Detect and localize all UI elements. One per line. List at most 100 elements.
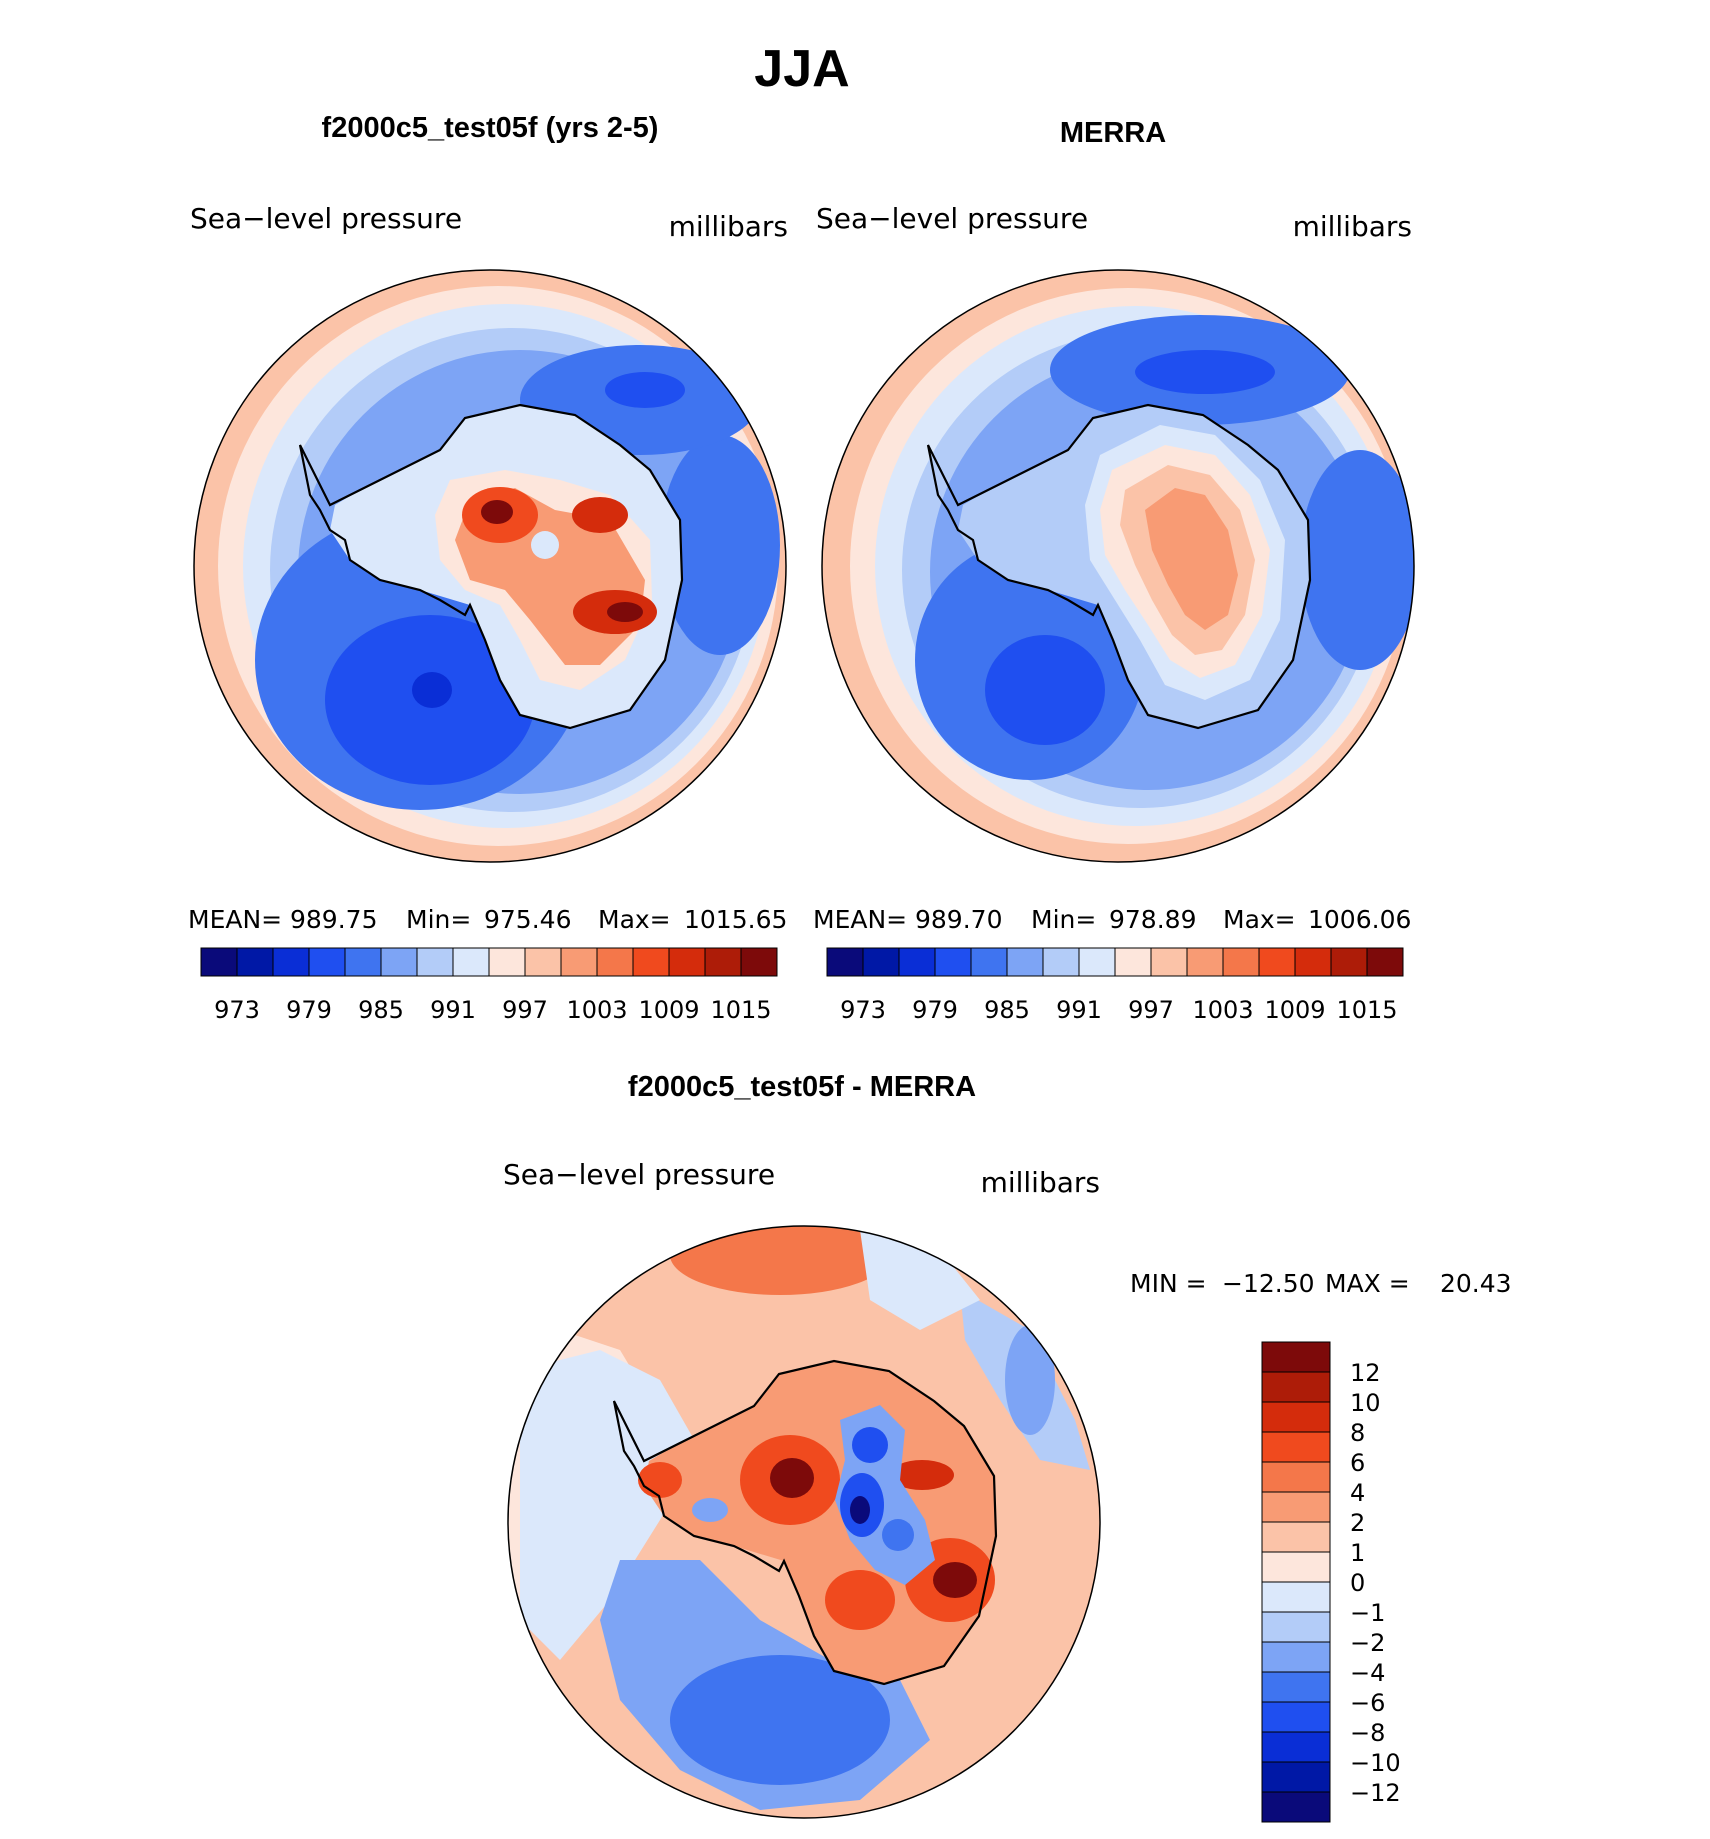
colorbar-label: −1 xyxy=(1350,1599,1385,1627)
colorbar-swatch xyxy=(1261,1611,1331,1643)
colorbar-swatch xyxy=(488,947,526,977)
colorbar-label: 1015 xyxy=(710,996,771,1024)
colorbar-swatch xyxy=(1150,947,1188,977)
colorbar-swatch xyxy=(1261,1731,1331,1763)
colorbar-swatch xyxy=(380,947,418,977)
map-merra-low-north-core xyxy=(1135,350,1275,394)
map-diff-continent xyxy=(644,1361,996,1684)
colorbar-label: −10 xyxy=(1350,1749,1401,1777)
panel-model-max-value: 1015.65 xyxy=(684,905,787,934)
colorbar-swatch xyxy=(272,947,310,977)
colorbar-label: 12 xyxy=(1350,1359,1381,1387)
map-diff-north-neg xyxy=(860,1230,980,1330)
colorbar-swatch xyxy=(1261,1401,1331,1433)
map-model-low-north-core xyxy=(605,372,685,408)
map-diff-south-neg-core xyxy=(670,1655,890,1785)
map-diff-peninsula-pos xyxy=(638,1462,682,1498)
colorbar-label: −4 xyxy=(1350,1659,1385,1687)
colorbar-swatch xyxy=(1330,947,1368,977)
colorbar-swatch xyxy=(1261,1551,1331,1583)
map-diff-coastline xyxy=(612,1359,998,1686)
colorbar-label: −8 xyxy=(1350,1719,1385,1747)
map-model xyxy=(194,270,786,862)
colorbar-swatch xyxy=(970,947,1008,977)
panel-diff-title: f2000c5_test05f - MERRA xyxy=(628,1071,976,1103)
colorbar-swatch xyxy=(1261,1491,1331,1523)
panel-diff-min-value: −12.50 xyxy=(1222,1269,1315,1298)
colorbar-swatch xyxy=(1006,947,1044,977)
panel-model-max-label: Max= xyxy=(598,905,671,934)
colorbar-label: −2 xyxy=(1350,1629,1385,1657)
colorbar-label: 997 xyxy=(1128,996,1174,1024)
colorbar-swatch xyxy=(1294,947,1332,977)
panel-merra-mean-value: 989.70 xyxy=(915,905,1002,934)
panel-diff-max-value: 20.43 xyxy=(1440,1269,1512,1298)
map-diff-west-neg xyxy=(520,1350,700,1660)
colorbar-swatch xyxy=(1366,947,1404,977)
map-diff-east-neg-core xyxy=(1005,1325,1055,1435)
colorbar-swatch xyxy=(1078,947,1116,977)
panel-model-min-value: 975.46 xyxy=(484,905,571,934)
colorbar-swatch xyxy=(416,947,454,977)
colorbar-label: 8 xyxy=(1350,1419,1365,1447)
map-diff-pos-5 xyxy=(933,1562,977,1598)
colorbar-label: 4 xyxy=(1350,1479,1365,1507)
colorbar-label: 1003 xyxy=(566,996,627,1024)
panel-diff-units: millibars xyxy=(981,1166,1100,1199)
colorbar-label: 6 xyxy=(1350,1449,1365,1477)
colorbar-swatch xyxy=(704,947,742,977)
colorbar-swatch xyxy=(632,947,670,977)
colorbar-label: 10 xyxy=(1350,1389,1381,1417)
colorbar-label: 997 xyxy=(502,996,548,1024)
colorbar-swatch xyxy=(1186,947,1224,977)
colorbar-swatch xyxy=(934,947,972,977)
map-merra-low-pacific-core xyxy=(985,635,1105,745)
colorbar-model: 973 979 985 991 997 1003 1009 1015 xyxy=(200,947,778,1024)
panel-merra-min-label: Min= xyxy=(1031,905,1096,934)
map-model-high-3 xyxy=(572,497,628,533)
colorbar-swatch xyxy=(1261,1641,1331,1673)
colorbar-swatch xyxy=(524,947,562,977)
panel-merra-min-value: 978.89 xyxy=(1109,905,1196,934)
colorbar-swatch xyxy=(1261,1671,1331,1703)
panel-model-units: millibars xyxy=(669,210,788,243)
colorbar-swatch xyxy=(826,947,864,977)
colorbar-label: 2 xyxy=(1350,1509,1365,1537)
colorbar-swatch xyxy=(862,947,900,977)
colorbar-swatch xyxy=(1222,947,1260,977)
map-model-low-east xyxy=(660,435,780,655)
colorbar-swatch xyxy=(1258,947,1296,977)
map-model-high-5 xyxy=(607,602,643,622)
colorbar-label: −6 xyxy=(1350,1689,1385,1717)
panel-model-title: f2000c5_test05f (yrs 2-5) xyxy=(322,112,659,144)
panel-diff-variable: Sea−level pressure xyxy=(503,1158,775,1191)
colorbar-swatch xyxy=(344,947,382,977)
colorbar-swatch xyxy=(200,947,238,977)
map-diff-pos-2 xyxy=(770,1458,814,1498)
colorbar-label: 1009 xyxy=(638,996,699,1024)
map-diff-neg-core-2 xyxy=(850,1496,870,1524)
colorbar-swatch xyxy=(1261,1431,1331,1463)
map-merra xyxy=(822,270,1414,862)
colorbar-swatch xyxy=(1261,1341,1331,1373)
colorbar-swatch xyxy=(668,947,706,977)
colorbar-swatch xyxy=(452,947,490,977)
colorbar-label: 1 xyxy=(1350,1539,1365,1567)
panel-merra-max-value: 1006.06 xyxy=(1308,905,1411,934)
colorbar-label: 979 xyxy=(912,996,958,1024)
map-model-border xyxy=(193,269,787,863)
colorbar-label: 973 xyxy=(214,996,260,1024)
colorbar-swatch xyxy=(1114,947,1152,977)
colorbar-label: 985 xyxy=(984,996,1030,1024)
colorbar-swatch xyxy=(1261,1791,1331,1823)
map-diff-neg-core-4 xyxy=(882,1519,914,1551)
map-merra-low-east xyxy=(1300,450,1414,670)
colorbar-swatch xyxy=(560,947,598,977)
colorbar-label: 1003 xyxy=(1192,996,1253,1024)
map-diff-peninsula-neg xyxy=(692,1498,728,1522)
colorbar-label: −12 xyxy=(1350,1779,1401,1807)
colorbar-swatch xyxy=(1261,1581,1331,1613)
map-diff-pos-6 xyxy=(825,1570,895,1630)
